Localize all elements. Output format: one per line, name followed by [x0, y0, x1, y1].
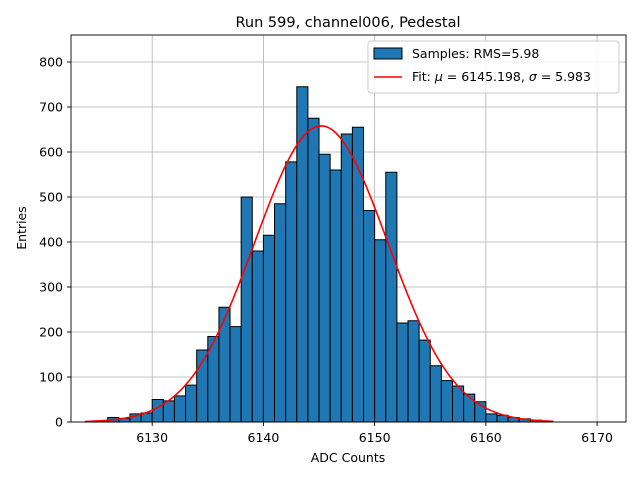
histogram-bar: [174, 396, 185, 422]
legend-label-samples: Samples: RMS=5.98: [412, 46, 539, 61]
histogram-bar: [330, 170, 341, 422]
histogram-bar: [252, 251, 263, 422]
y-axis-label: Entries: [14, 206, 29, 250]
y-tick-label: 300: [39, 280, 63, 295]
histogram-bar: [408, 321, 419, 422]
histogram-bar: [375, 240, 386, 422]
legend: Samples: RMS=5.98 Fit: μ = 6145.198, σ =…: [368, 41, 619, 93]
legend-swatch-samples: [374, 48, 402, 59]
histogram-bar: [352, 127, 363, 422]
x-tick-label: 6160: [470, 430, 502, 445]
histogram-bar: [319, 154, 330, 422]
histogram-bar: [152, 400, 163, 423]
histogram-bar: [419, 340, 430, 422]
y-tick-label: 100: [39, 370, 63, 385]
legend-fit-sigma-value: = 5.983: [537, 69, 591, 84]
x-tick-label: 6150: [359, 430, 391, 445]
histogram-bar: [441, 381, 452, 422]
histogram-bar: [486, 414, 497, 422]
x-tick-label: 6170: [581, 430, 613, 445]
histogram-bar: [308, 118, 319, 422]
y-tick-label: 200: [39, 325, 63, 340]
legend-fit-mu-value: = 6145.198,: [443, 69, 529, 84]
histogram-bar: [464, 394, 475, 422]
histogram-bar: [341, 134, 352, 422]
x-axis-label: ADC Counts: [311, 450, 386, 465]
x-tick-label: 6140: [248, 430, 280, 445]
histogram-bar: [364, 211, 375, 423]
legend-fit-mu-symbol: μ: [434, 69, 443, 84]
x-tick-label: 6130: [136, 430, 168, 445]
y-tick-label: 700: [39, 100, 63, 115]
histogram-bar: [219, 307, 230, 422]
histogram-bar: [397, 323, 408, 422]
y-tick-label: 400: [39, 235, 63, 250]
legend-fit-prefix: Fit:: [412, 69, 435, 84]
histogram-bar: [186, 385, 197, 422]
legend-label-fit: Fit: μ = 6145.198, σ = 5.983: [412, 69, 591, 84]
histogram-bar: [386, 172, 397, 422]
histogram-bar: [275, 204, 286, 422]
y-tick-label: 500: [39, 190, 63, 205]
y-tick-label: 800: [39, 55, 63, 70]
y-tick-label: 0: [55, 415, 63, 430]
histogram-bar: [430, 366, 441, 422]
chart-title: Run 599, channel006, Pedestal: [235, 15, 460, 31]
histogram-bar: [263, 235, 274, 422]
histogram-bar: [241, 197, 252, 422]
histogram-bar: [286, 162, 297, 422]
y-tick-label: 600: [39, 145, 63, 160]
histogram-bar: [230, 327, 241, 422]
